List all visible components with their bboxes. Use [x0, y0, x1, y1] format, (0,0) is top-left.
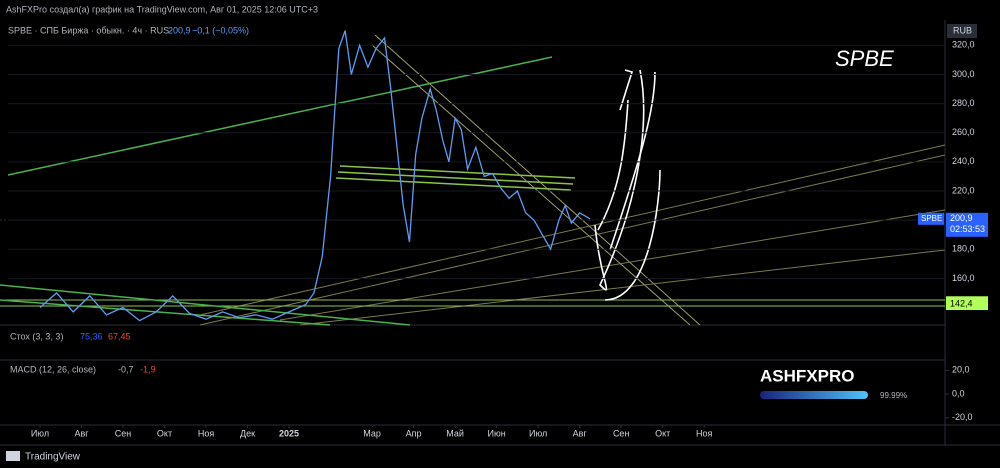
y-tick-label: 240,0: [952, 156, 975, 166]
logo: ASHFXPRO: [760, 366, 854, 385]
progress-bar: [760, 391, 868, 399]
countdown: 02:53:53: [950, 224, 985, 234]
x-tick-label: Окт: [157, 428, 172, 438]
legend: SPBE · СПБ Биржа · обыкн. · 4ч · RUS: [8, 25, 169, 35]
arrow: [597, 99, 629, 231]
series-tag-label: SPBE: [921, 214, 942, 223]
price-tag: [946, 212, 988, 237]
x-tick-label: Июл: [31, 428, 49, 438]
y-tick-label: 160,0: [952, 273, 975, 283]
x-tick-label: Авг: [74, 428, 89, 438]
x-tick-label: Июн: [488, 428, 506, 438]
trend-line: [279, 209, 946, 321]
arrow: [604, 169, 661, 301]
macd-value: -0,7: [118, 364, 134, 374]
macd-tick-label: 0,0: [952, 388, 965, 398]
trend-line: [339, 165, 576, 179]
series-tag: [918, 212, 944, 225]
macd-signal: -1,9: [140, 364, 156, 374]
x-tick-label: Май: [446, 428, 464, 438]
trend-line: [199, 144, 946, 316]
stoch-k: 75,36: [80, 331, 103, 341]
y-tick-label: 260,0: [952, 127, 975, 137]
legend-change: −0,1 (−0,05%): [192, 25, 249, 35]
x-tick-label: Дек: [240, 428, 255, 438]
x-tick-label: Июл: [529, 428, 547, 438]
legend-price: 200,9: [168, 25, 191, 35]
stoch-title: Стох (3, 3, 3): [10, 331, 63, 341]
footer: TradingView: [25, 452, 81, 463]
y-tick-label: 280,0: [952, 98, 975, 108]
macd-tick-label: 20,0: [952, 365, 970, 375]
trend-line: [337, 171, 574, 185]
x-tick-label: Окт: [655, 428, 670, 438]
y-tick-label: 220,0: [952, 185, 975, 195]
trend-line: [0, 284, 411, 326]
currency-box: [947, 24, 977, 38]
y-tick-label: 180,0: [952, 244, 975, 254]
macd-title: MACD (12, 26, close): [10, 364, 96, 374]
price-tag-label: 200,9: [950, 213, 973, 223]
trend-line: [299, 249, 946, 326]
footer-logo: [6, 451, 20, 461]
stoch-d: 67,45: [108, 331, 131, 341]
arrow: [594, 69, 645, 291]
x-tick-label: Ноя: [696, 428, 713, 438]
x-tick-label: Апр: [406, 428, 422, 438]
macd-tick-label: -20,0: [952, 412, 973, 422]
x-tick-label: Мар: [363, 428, 381, 438]
y-tick-label: 320,0: [952, 40, 975, 50]
price-tag: [946, 298, 988, 311]
trend-line: [7, 56, 553, 176]
watermark: SPBE: [835, 46, 894, 71]
header: AshFXPro создал(а) график на TradingView…: [6, 4, 318, 14]
arrow: [619, 69, 634, 111]
trend-line: [335, 177, 572, 191]
x-tick-label: Сен: [613, 428, 630, 438]
progress: 99.99%: [880, 391, 907, 400]
price-line: [39, 30, 591, 322]
y-tick-label: 300,0: [952, 69, 975, 79]
price-tag-label: 142,4: [950, 298, 973, 308]
x-tick-label: Авг: [573, 428, 588, 438]
trend-line: [374, 34, 701, 326]
x-tick-label: Сен: [115, 428, 132, 438]
currency: RUB: [953, 25, 972, 35]
trend-line: [0, 299, 331, 326]
x-tick-label: 2025: [279, 428, 299, 438]
x-tick-label: Ноя: [198, 428, 215, 438]
trend-line: [199, 154, 946, 326]
